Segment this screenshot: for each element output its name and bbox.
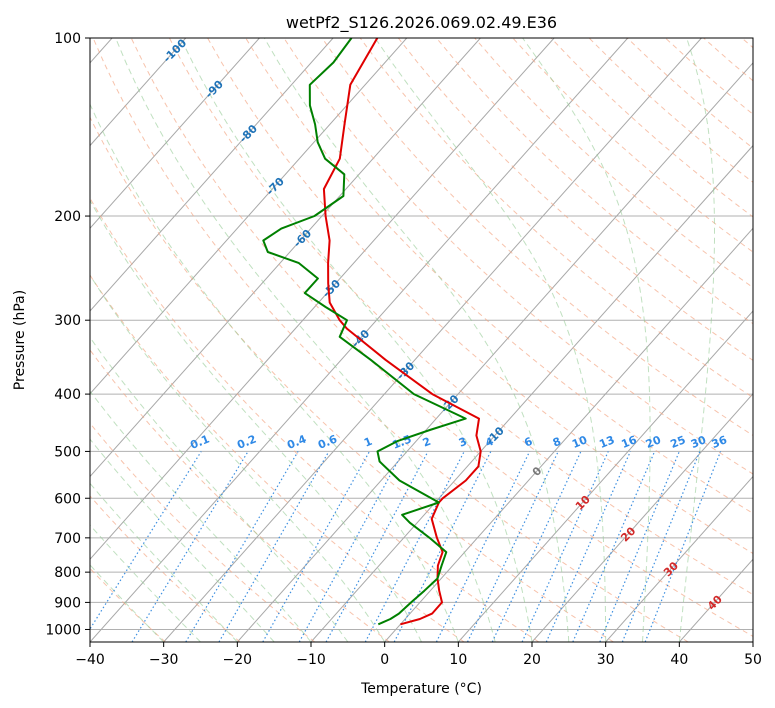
dry-adiabat-line xyxy=(207,38,753,555)
moist-adiabat-line xyxy=(678,38,715,642)
mixing-ratio-label: 2 xyxy=(421,435,433,450)
y-tick-label: 700 xyxy=(54,531,81,547)
background-lines xyxy=(90,38,753,642)
moist-adiabat-line xyxy=(374,38,607,642)
axis-ticks: −40 −30 −20 −10 0 10 20 30 40 50 100 200 300 400 500 60… xyxy=(45,31,762,668)
y-tick-label: 900 xyxy=(54,595,81,611)
x-tick-label: 0 xyxy=(380,652,389,668)
dry-adiabat-line xyxy=(90,349,390,642)
y-tick-label: 400 xyxy=(54,387,81,403)
mixing-ratio-line xyxy=(298,451,404,642)
x-tick-label: 20 xyxy=(523,652,541,668)
mixing-ratio-line xyxy=(435,451,531,642)
dry-adiabat-line xyxy=(168,38,753,596)
isotherm-line xyxy=(236,62,753,642)
isotherm-line xyxy=(531,393,753,642)
isotherm-line xyxy=(457,310,753,642)
mixing-ratio-line xyxy=(521,451,609,642)
mixing-ratio-label: 20 xyxy=(644,433,663,451)
mixing-ratio-label: 16 xyxy=(620,433,639,451)
isotherm-line xyxy=(90,38,629,642)
mixing-ratio-label: 13 xyxy=(597,433,616,451)
mixing-ratio-line xyxy=(545,451,631,642)
y-tick-label: 600 xyxy=(54,491,81,507)
y-tick-label: 300 xyxy=(54,313,81,329)
x-tick-label: 30 xyxy=(597,652,615,668)
sounding-lines xyxy=(262,38,482,626)
moist-adiabat-line xyxy=(522,38,651,642)
x-tick-label: −20 xyxy=(223,652,253,668)
isotherm-line xyxy=(90,38,481,478)
isotherm-line xyxy=(384,227,753,642)
isotherm-line xyxy=(163,38,702,642)
moist-adiabat-line xyxy=(263,38,570,642)
moist-adiabat-line xyxy=(90,390,312,642)
dry-adiabat-line xyxy=(321,38,753,437)
moist-adiabat-line xyxy=(180,38,533,642)
x-tick-label: −30 xyxy=(149,652,179,668)
isotherm-line xyxy=(310,144,753,642)
plot-background xyxy=(90,38,753,642)
mixing-ratio-label: 10 xyxy=(570,433,589,451)
mixing-ratio-line xyxy=(491,451,582,642)
moist-adiabat-line xyxy=(90,482,238,642)
moist-adiabat-line xyxy=(90,274,386,642)
moist-adiabat-line xyxy=(90,336,349,642)
moist-adiabat-line xyxy=(115,38,496,642)
isotherm-line xyxy=(605,475,753,642)
y-tick-label: 800 xyxy=(54,565,81,581)
mixing-ratio-label: 36 xyxy=(710,433,729,451)
mixing-ratio-label: 3 xyxy=(457,435,469,450)
mixing-ratio-line xyxy=(218,451,330,642)
y-tick-label: 200 xyxy=(54,209,81,225)
dewpoint-profile-line xyxy=(262,38,467,626)
isoline-labels: 0.1 0.2 0.4 0.6 1 1.5 2 3 4 6 8 10 13 16 20 25 30 36-100-… xyxy=(161,36,729,612)
mixing-ratio-line xyxy=(599,451,680,642)
mixing-ratio-line xyxy=(325,451,429,642)
x-axis-title: Temperature (°C) xyxy=(360,681,482,697)
isotherm-line xyxy=(90,38,555,561)
mixing-ratio-line xyxy=(131,451,249,642)
mixing-ratio-line xyxy=(572,451,656,642)
y-tick-label: 1000 xyxy=(45,622,81,638)
plot-frame xyxy=(89,37,754,643)
isotherm-line xyxy=(90,38,187,147)
moist-adiabat-line xyxy=(90,438,275,642)
x-tick-label: 40 xyxy=(670,652,688,668)
y-tick-label: 500 xyxy=(54,444,81,460)
y-axis-title: Pressure (hPa) xyxy=(12,290,28,390)
x-tick-label: −10 xyxy=(296,652,326,668)
mixing-ratio-label: 25 xyxy=(668,433,687,451)
dry-adiabat-line xyxy=(245,38,753,514)
chart-title: wetPf2_S126.2026.069.02.49.E36 xyxy=(286,13,557,33)
y-tick-label: 100 xyxy=(54,31,81,47)
dry-adiabat-line xyxy=(436,38,753,325)
mixing-ratio-label: 1 xyxy=(362,435,374,450)
x-tick-label: 50 xyxy=(744,652,762,668)
mixing-ratio-line xyxy=(90,451,202,631)
x-tick-label: −40 xyxy=(75,652,105,668)
mixing-ratio-label: 8 xyxy=(551,435,563,450)
isotherm-line xyxy=(90,38,334,312)
mixing-ratio-line xyxy=(262,451,371,642)
dry-adiabat-line xyxy=(90,274,465,642)
dry-adiabat-line xyxy=(130,38,753,637)
x-tick-label: 10 xyxy=(449,652,467,668)
mixing-ratio-line xyxy=(185,451,299,642)
isotherm-line xyxy=(90,38,260,230)
dry-adiabat-line xyxy=(90,197,540,642)
dry-adiabat-line xyxy=(90,422,316,642)
dry-adiabat-line xyxy=(90,495,241,642)
mixing-ratio-label: 30 xyxy=(689,433,708,451)
